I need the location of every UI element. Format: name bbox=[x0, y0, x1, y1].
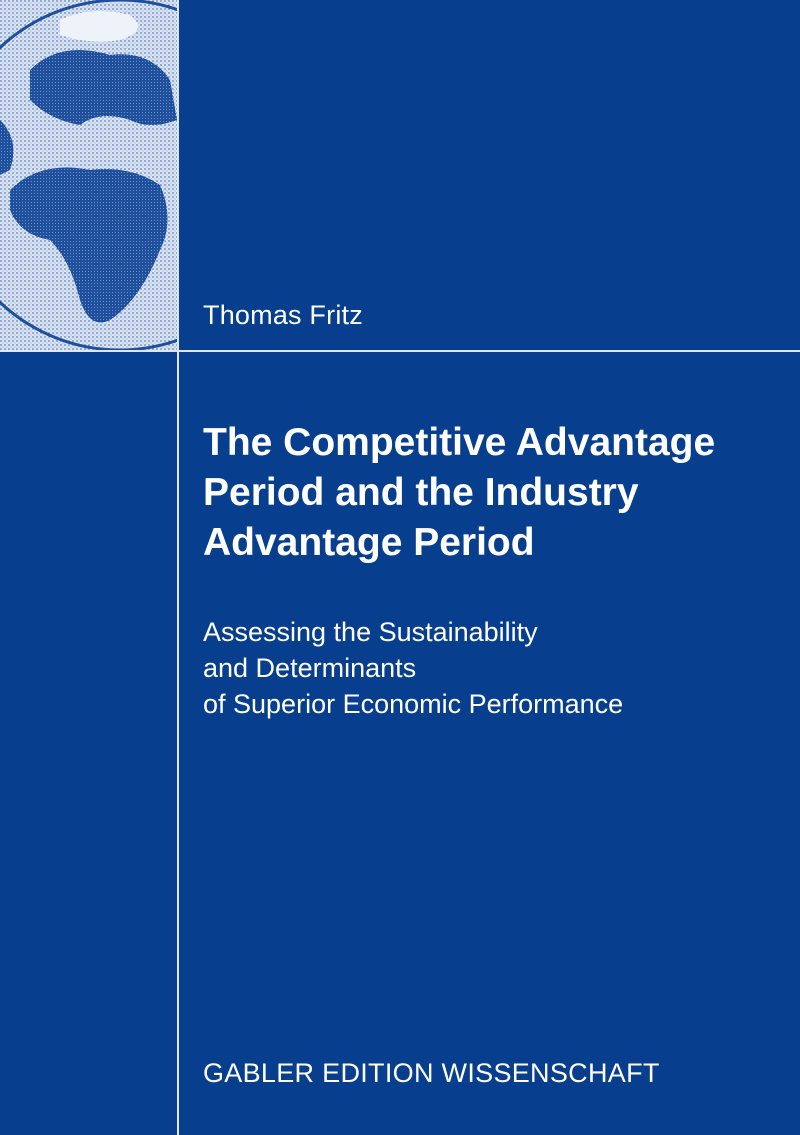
subtitle-line: Assessing the Sustainability bbox=[203, 617, 538, 647]
title-line: Advantage Period bbox=[203, 521, 535, 564]
vertical-divider bbox=[177, 0, 179, 1135]
author-name: Thomas Fritz bbox=[203, 300, 363, 330]
publisher-series: GABLER EDITION WISSENSCHAFT bbox=[203, 1058, 660, 1088]
book-title: The Competitive Advantage Period and the… bbox=[203, 418, 783, 568]
title-line: Period and the Industry bbox=[203, 471, 639, 514]
title-line: The Competitive Advantage bbox=[203, 421, 716, 464]
globe-illustration bbox=[0, 0, 177, 350]
book-subtitle: Assessing the Sustainability and Determi… bbox=[203, 614, 763, 722]
horizontal-divider bbox=[0, 350, 800, 352]
subtitle-line: and Determinants bbox=[203, 653, 417, 683]
subtitle-line: of Superior Economic Performance bbox=[203, 689, 624, 719]
